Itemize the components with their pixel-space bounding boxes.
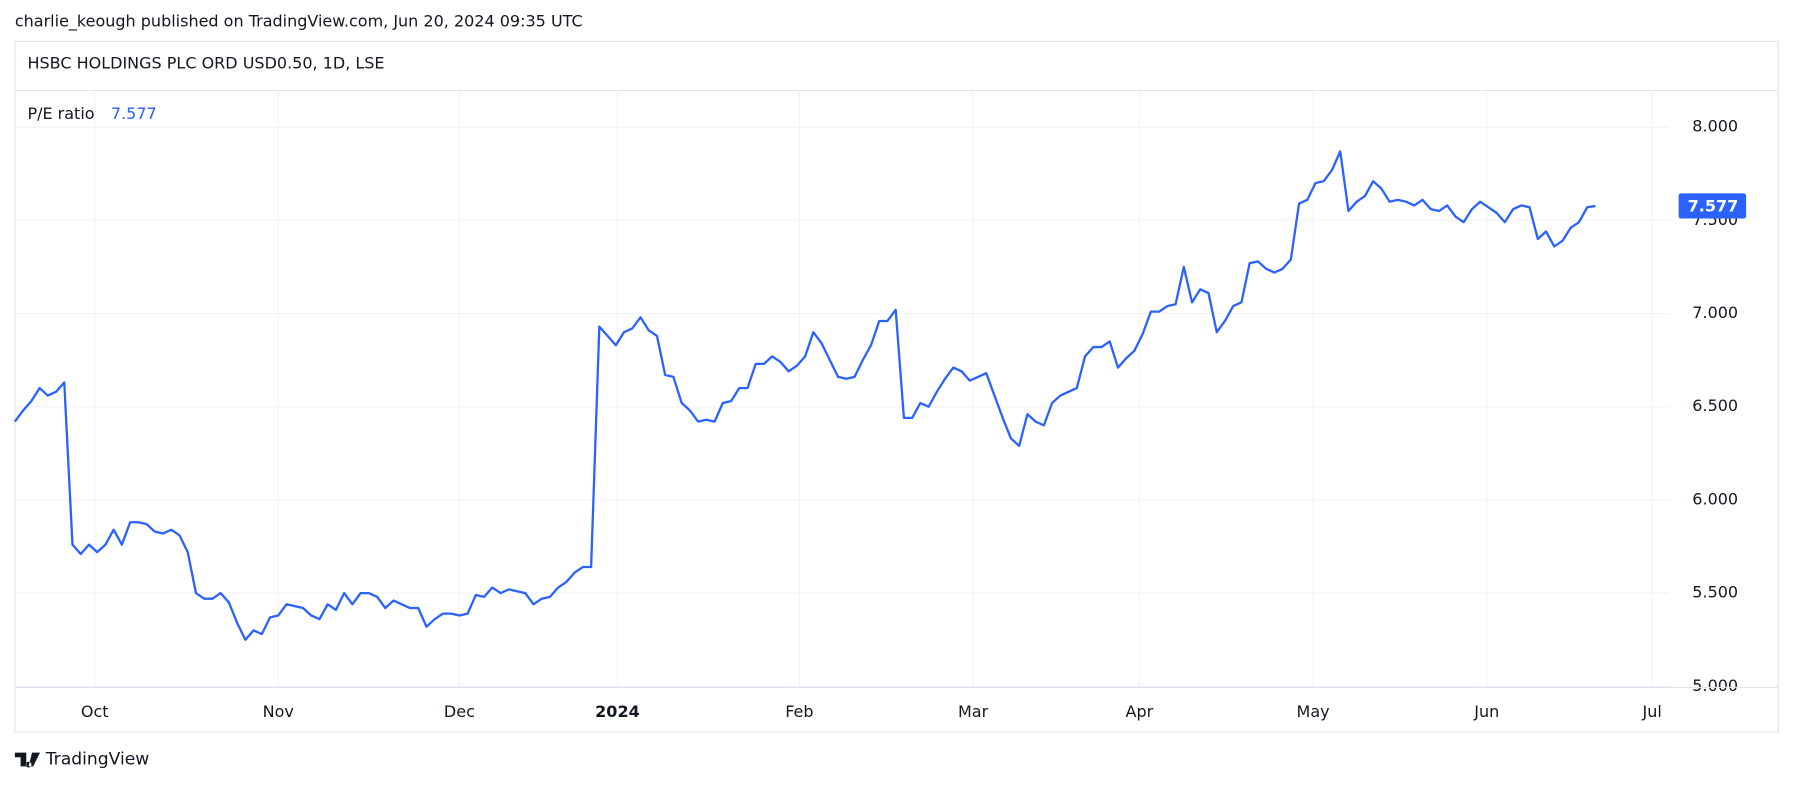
x-tick-label: Oct [81, 702, 109, 721]
symbol-title: HSBC HOLDINGS PLC ORD USD0.50, 1D, LSE [27, 54, 384, 73]
y-tick-label: 8.000 [1692, 117, 1738, 136]
published-line: charlie_keough published on TradingView.… [15, 11, 583, 31]
x-tick-label: Jun [1473, 702, 1499, 721]
x-tick-label: Nov [263, 702, 294, 721]
x-tick-label: Dec [444, 702, 475, 721]
x-tick-label: Jul [1642, 702, 1662, 721]
price-line [13, 150, 1596, 641]
logo-text: TradingView [45, 749, 150, 769]
plot [13, 150, 1596, 641]
x-tick-label: Feb [785, 702, 813, 721]
y-tick-label: 7.000 [1692, 303, 1738, 322]
y-tick-label: 5.000 [1692, 676, 1738, 695]
x-tick-label: Apr [1126, 702, 1154, 721]
grid [14, 91, 1670, 688]
x-tick-label: May [1297, 702, 1330, 721]
x-tick-label: 2024 [595, 702, 640, 721]
y-tick-label: 6.000 [1692, 489, 1738, 508]
x-tick-label: Mar [958, 702, 989, 721]
legend-value: 7.577 [111, 104, 157, 123]
logo-icon [14, 752, 41, 768]
y-tick-label: 5.500 [1692, 583, 1738, 602]
legend-name: P/E ratio [27, 104, 94, 123]
tradingview-logo: TradingView [14, 749, 150, 769]
last-value-badge [1678, 193, 1747, 219]
chart-frame [14, 40, 1779, 733]
y-tick-label: 6.500 [1692, 396, 1738, 415]
last-value-label: 7.577 [1688, 197, 1739, 216]
